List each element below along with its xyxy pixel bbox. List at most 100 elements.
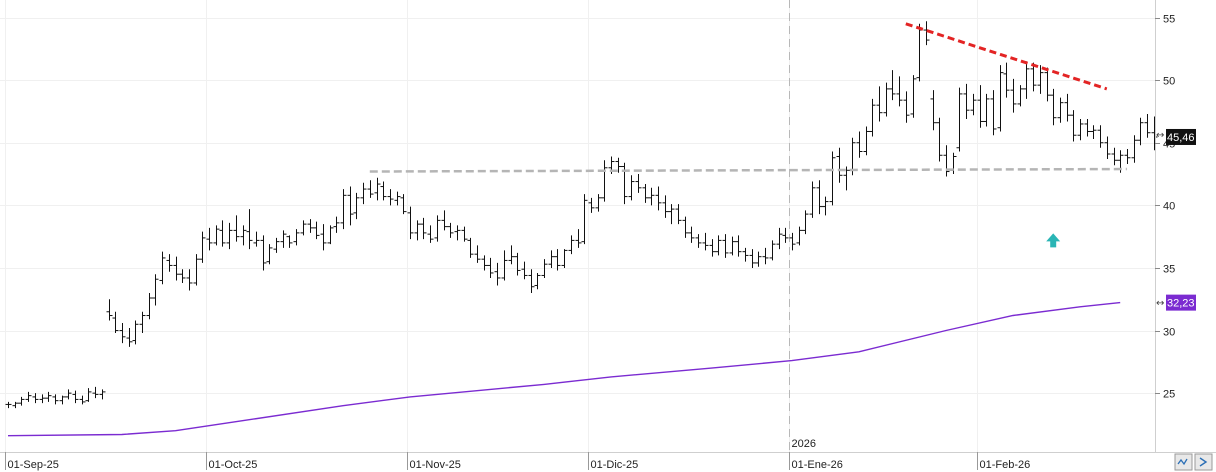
- price-bars: [5, 21, 1158, 409]
- ohlc-bar: [112, 311, 119, 334]
- ohlc-bar: [628, 175, 635, 201]
- ohlc-bar: [320, 224, 327, 251]
- ohlc-bar: [18, 396, 25, 406]
- last-price-tag: ↔ 45,46: [1156, 128, 1196, 145]
- ohlc-bar: [668, 204, 675, 225]
- ohlc-bar: [883, 82, 890, 117]
- ohlc-bar: [199, 231, 206, 263]
- ohlc-bar: [92, 386, 99, 399]
- ohlc-bar: [327, 225, 334, 245]
- ohlc-bar: [119, 323, 126, 344]
- last-price-arrow-icon: ↔: [1156, 130, 1164, 141]
- ohlc-bar: [1111, 147, 1118, 166]
- ohlc-bar: [394, 191, 401, 206]
- ohlc-bar: [876, 86, 883, 122]
- ohlc-bar: [246, 209, 253, 250]
- y-tick-label: 25: [1163, 389, 1175, 401]
- ohlc-bar: [25, 391, 32, 402]
- moving-average-line: [7, 301, 1121, 437]
- ohlc-bar: [943, 145, 950, 177]
- ohlc-bar: [300, 220, 307, 236]
- ohlc-bar: [997, 65, 1004, 132]
- ohlc-bar: [85, 388, 92, 402]
- ohlc-bar: [863, 126, 870, 156]
- x-tick-label: 01-Sep-25: [8, 459, 59, 471]
- ohlc-bar: [970, 93, 977, 116]
- ohlc-bar: [72, 390, 79, 404]
- ohlc-bar: [534, 272, 541, 290]
- ohlc-bar: [333, 216, 340, 233]
- ohlc-bar: [581, 194, 588, 245]
- ohlc-bar: [407, 206, 414, 240]
- ohlc-bar: [441, 210, 448, 231]
- ohlc-bar: [675, 204, 682, 225]
- ohlc-bar: [99, 389, 106, 400]
- ohlc-bar: [213, 225, 220, 246]
- ohlc-bar: [856, 131, 863, 158]
- ohlc-bar: [715, 235, 722, 256]
- zoom-fit-button[interactable]: [1174, 453, 1193, 471]
- ohlc-bar: [126, 328, 133, 347]
- ohlc-bar: [146, 292, 153, 320]
- ohlc-bar: [253, 231, 260, 247]
- scroll-right-button[interactable]: [1194, 453, 1213, 471]
- ohlc-bar: [1023, 61, 1030, 99]
- axis-controls[interactable]: [1174, 453, 1213, 471]
- ohlc-bar: [695, 234, 702, 248]
- ohlc-bar: [809, 181, 816, 218]
- ma-tag-arrow-icon: ↔: [1156, 298, 1164, 309]
- zoom-fit-icon: [1177, 458, 1188, 466]
- ohlc-bar: [722, 234, 729, 258]
- ohlc-bar: [702, 232, 709, 251]
- ohlc-bar: [454, 225, 461, 241]
- ohlc-bar: [186, 269, 193, 291]
- x-tick-label: 01-Oct-25: [209, 459, 258, 471]
- ohlc-bar: [816, 180, 823, 215]
- y-tick-label: 40: [1163, 201, 1175, 213]
- ohlc-bar: [5, 401, 12, 409]
- ohlc-bar: [789, 232, 796, 251]
- ohlc-bar: [655, 186, 662, 211]
- ohlc-bar: [601, 160, 608, 202]
- up-arrow-icon: [1046, 233, 1061, 248]
- ohlc-bar: [735, 235, 742, 257]
- ohlc-bar: [1050, 88, 1057, 126]
- x-axis-ticks: 01-Sep-25 01-Oct-25 01-Nov-25 01-Dic-25 01-E…: [5, 452, 1030, 471]
- ohlc-bar: [776, 227, 783, 250]
- y-tick-label: 55: [1163, 14, 1175, 26]
- ohlc-bar: [159, 251, 166, 285]
- ohlc-bar: [387, 189, 394, 206]
- ohlc-bar: [923, 21, 930, 46]
- moving-average-path: [7, 301, 1121, 437]
- ohlc-bar: [347, 186, 354, 226]
- ohlc-bar: [313, 221, 320, 240]
- ohlc-bar: [1124, 148, 1131, 165]
- y-tick-label: 50: [1163, 76, 1175, 88]
- ohlc-bar: [1104, 136, 1111, 160]
- ohlc-bar: [729, 236, 736, 256]
- ohlc-bar: [307, 219, 314, 233]
- ohlc-bar: [12, 401, 19, 409]
- grid: [0, 0, 1155, 452]
- ma-tag-text: 32,23: [1167, 298, 1195, 310]
- ohlc-bar: [956, 87, 963, 152]
- ohlc-bar: [749, 249, 756, 268]
- ohlc-bar: [554, 249, 561, 271]
- ohlc-bar: [688, 226, 695, 243]
- ohlc-bar: [742, 247, 749, 262]
- ma-value-tag: ↔ 32,23: [1156, 294, 1196, 311]
- ohlc-bar: [514, 252, 521, 276]
- ohlc-bar: [1097, 125, 1104, 148]
- ohlc-bar: [487, 257, 494, 278]
- ohlc-bar: [414, 220, 421, 241]
- ohlc-bar: [762, 247, 769, 265]
- ohlc-bar: [106, 299, 113, 321]
- ohlc-bar: [1030, 62, 1037, 92]
- ohlc-bar: [494, 262, 501, 286]
- ohlc-bar: [273, 237, 280, 253]
- ohlc-bar: [79, 395, 86, 405]
- ohlc-bar: [474, 245, 481, 263]
- ohlc-bar: [45, 391, 52, 402]
- ohlc-bar: [59, 395, 66, 405]
- ohlc-bar: [561, 249, 568, 268]
